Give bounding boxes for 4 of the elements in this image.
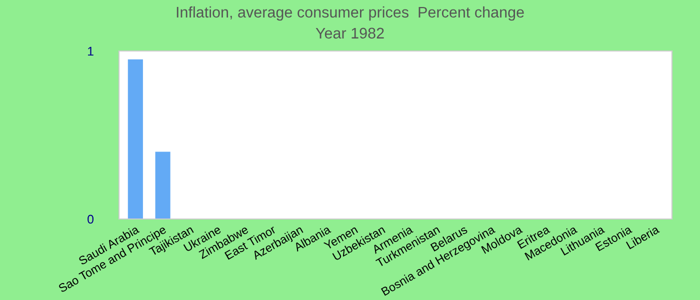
chart-title: Inflation, average consumer prices Percent change: [176, 6, 524, 21]
chart-subtitle: Year 1982: [316, 28, 384, 39]
y-tick-label: 1: [88, 46, 94, 56]
y-tick-label: 0: [88, 214, 94, 224]
